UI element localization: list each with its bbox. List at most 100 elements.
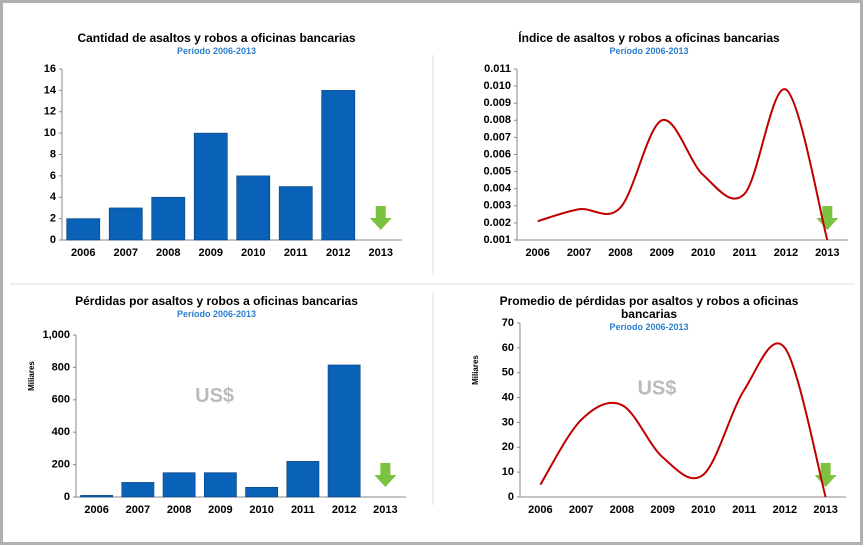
bar (193, 132, 228, 241)
chart-title: Promedio de pérdidas por asaltos y robos… (499, 294, 799, 321)
y-tick-label: 4 (50, 191, 57, 203)
x-tick-label: 2009 (650, 504, 674, 516)
y-tick-label: 1,000 (42, 329, 70, 341)
annotation: US$ (637, 377, 676, 399)
chart-title: Índice de asaltos y robos a oficinas ban… (518, 31, 780, 45)
y-tick-label: 12 (44, 106, 56, 118)
y-tick-label: 30 (502, 416, 514, 428)
y-axis-label: Miliares (27, 361, 36, 391)
y-tick-label: 2 (50, 213, 56, 225)
bar (151, 196, 186, 241)
x-tick-label: 2011 (733, 247, 757, 259)
y-tick-label: 0.004 (483, 183, 511, 195)
x-tick-label: 2006 (71, 247, 95, 259)
y-tick-label: 0.003 (483, 200, 511, 212)
x-tick-label: 2013 (373, 504, 397, 516)
y-tick-label: 600 (52, 394, 70, 406)
y-tick-label: 0.011 (484, 63, 511, 75)
y-tick-label: 70 (502, 317, 514, 329)
bar (203, 472, 237, 498)
y-tick-label: 10 (44, 127, 56, 139)
chart-title: Pérdidas por asaltos y robos a oficinas … (75, 294, 358, 308)
x-tick-label: 2006 (528, 504, 552, 516)
annotation: US$ (195, 385, 234, 407)
x-tick-label: 2007 (114, 247, 138, 259)
bar (80, 495, 114, 498)
y-tick-label: 50 (502, 367, 514, 379)
x-tick-label: 2012 (773, 504, 797, 516)
x-tick-label: 2012 (332, 504, 356, 516)
x-tick-label: 2011 (732, 504, 756, 516)
chart-subtitle: Período 2006-2013 (176, 46, 257, 56)
bar (162, 472, 196, 498)
x-tick-label: 2011 (291, 504, 315, 516)
x-tick-label: 2010 (241, 247, 265, 259)
y-tick-label: 0 (508, 491, 514, 503)
x-tick-label: 2011 (284, 247, 308, 259)
y-tick-label: 0.008 (483, 114, 511, 126)
y-tick-label: 400 (52, 426, 70, 438)
arrow-icon (374, 463, 397, 487)
x-tick-label: 2007 (126, 504, 150, 516)
y-tick-label: 0.010 (483, 80, 511, 92)
x-tick-label: 2013 (815, 247, 839, 259)
x-tick-label: 2013 (369, 247, 393, 259)
x-tick-label: 2010 (691, 247, 715, 259)
x-tick-label: 2007 (567, 247, 591, 259)
y-tick-label: 0.007 (483, 131, 511, 143)
y-tick-label: 0.009 (483, 97, 511, 109)
y-axis-label: Miliares (471, 355, 480, 385)
x-tick-label: 2007 (569, 504, 593, 516)
line (537, 88, 829, 241)
arrow-icon (814, 463, 837, 487)
chart-subtitle: Período 2006-2013 (609, 46, 689, 56)
y-tick-label: 0.001 (483, 234, 511, 246)
x-tick-label: 2010 (691, 504, 715, 516)
y-tick-label: 0 (50, 234, 56, 246)
bar (321, 90, 356, 241)
x-tick-label: 2006 (525, 247, 549, 259)
x-tick-label: 2008 (167, 504, 191, 516)
x-tick-label: 2009 (199, 247, 223, 259)
x-tick-label: 2012 (326, 247, 350, 259)
y-tick-label: 0 (64, 491, 70, 503)
y-tick-label: 14 (44, 84, 57, 96)
y-tick-label: 0.002 (483, 217, 511, 229)
chart-subtitle: Período 2006-2013 (609, 322, 689, 332)
y-tick-label: 40 (502, 391, 514, 403)
y-tick-label: 8 (50, 148, 56, 160)
x-tick-label: 2012 (774, 247, 798, 259)
y-tick-label: 0.005 (483, 166, 511, 178)
y-tick-label: 16 (44, 63, 56, 75)
y-tick-label: 60 (502, 342, 514, 354)
line (539, 342, 827, 498)
x-tick-label: 2010 (249, 504, 273, 516)
x-tick-label: 2008 (610, 504, 634, 516)
x-tick-label: 2009 (650, 247, 674, 259)
y-tick-label: 200 (52, 459, 70, 471)
bar (108, 207, 143, 241)
bar (236, 175, 271, 241)
chart-title: Cantidad de asaltos y robos a oficinas b… (77, 31, 356, 45)
bar (66, 218, 101, 241)
x-tick-label: 2013 (813, 504, 837, 516)
y-tick-label: 800 (52, 361, 70, 373)
x-tick-label: 2006 (84, 504, 108, 516)
bar (121, 482, 155, 498)
x-tick-label: 2008 (608, 247, 632, 259)
bar (278, 186, 313, 241)
bar (327, 364, 361, 498)
y-tick-label: 20 (502, 441, 514, 453)
arrow-icon (369, 206, 392, 230)
arrow-icon (816, 206, 839, 230)
bar (286, 461, 320, 498)
x-tick-label: 2009 (208, 504, 232, 516)
y-tick-label: 10 (502, 466, 514, 478)
y-tick-label: 6 (50, 170, 56, 182)
x-tick-label: 2008 (156, 247, 180, 259)
chart-subtitle: Período 2006-2013 (176, 309, 257, 319)
y-tick-label: 0.006 (483, 148, 511, 160)
